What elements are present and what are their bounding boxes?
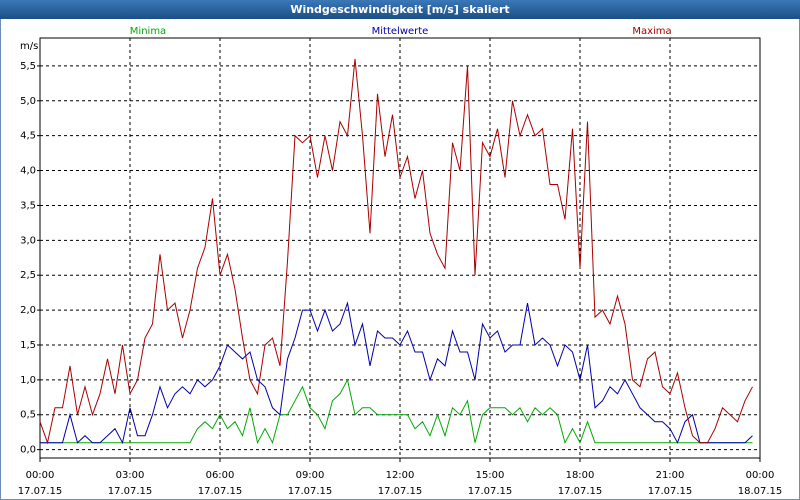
- x-tick-date: 17.07.15: [18, 486, 63, 497]
- x-tick-label: 09:00: [296, 470, 325, 481]
- x-tick-date: 17.07.15: [378, 486, 423, 497]
- x-tick-date: 17.07.15: [648, 486, 693, 497]
- legend-label: Mittelwerte: [372, 26, 429, 37]
- y-tick-label: 3,0: [20, 235, 36, 246]
- x-tick-label: 21:00: [656, 470, 685, 481]
- series-line: [40, 378, 753, 445]
- x-tick-label: 06:00: [206, 470, 235, 481]
- y-tick-label: 2,5: [20, 270, 36, 281]
- x-tick-date: 17.07.15: [288, 486, 333, 497]
- y-tick-label: 0,0: [20, 445, 36, 456]
- x-tick-label: 03:00: [116, 470, 145, 481]
- legend-label: Minima: [130, 26, 166, 37]
- y-tick-label: 1,5: [20, 340, 36, 351]
- x-tick-label: 00:00: [746, 470, 775, 481]
- chart-title: Windgeschwindigkeit [m/s] skaliert: [290, 3, 509, 16]
- x-tick-date: 17.07.15: [108, 486, 153, 497]
- x-tick-date: 18.07.15: [738, 486, 783, 497]
- y-tick-label: 3,5: [20, 200, 36, 211]
- y-tick-label: 1,0: [20, 375, 36, 386]
- y-tick-label: 0,5: [20, 410, 36, 421]
- y-tick-label: 4,0: [20, 166, 36, 177]
- series-line: [40, 301, 753, 445]
- y-tick-label: 2,0: [20, 305, 36, 316]
- series-line: [39, 58, 753, 445]
- x-tick-label: 00:00: [26, 470, 55, 481]
- title-bar: [0, 0, 800, 19]
- y-tick-label: 5,0: [20, 96, 36, 107]
- y-tick-label: 5,5: [20, 61, 36, 72]
- x-tick-date: 17.07.15: [198, 486, 243, 497]
- x-tick-label: 18:00: [566, 470, 595, 481]
- x-tick-label: 15:00: [476, 470, 505, 481]
- y-tick-label: 4,5: [20, 131, 36, 142]
- x-tick-date: 17.07.15: [558, 486, 603, 497]
- x-tick-label: 12:00: [386, 470, 415, 481]
- legend-label: Maxima: [632, 26, 671, 37]
- x-tick-date: 17.07.15: [468, 486, 513, 497]
- y-unit: m/s: [20, 41, 38, 52]
